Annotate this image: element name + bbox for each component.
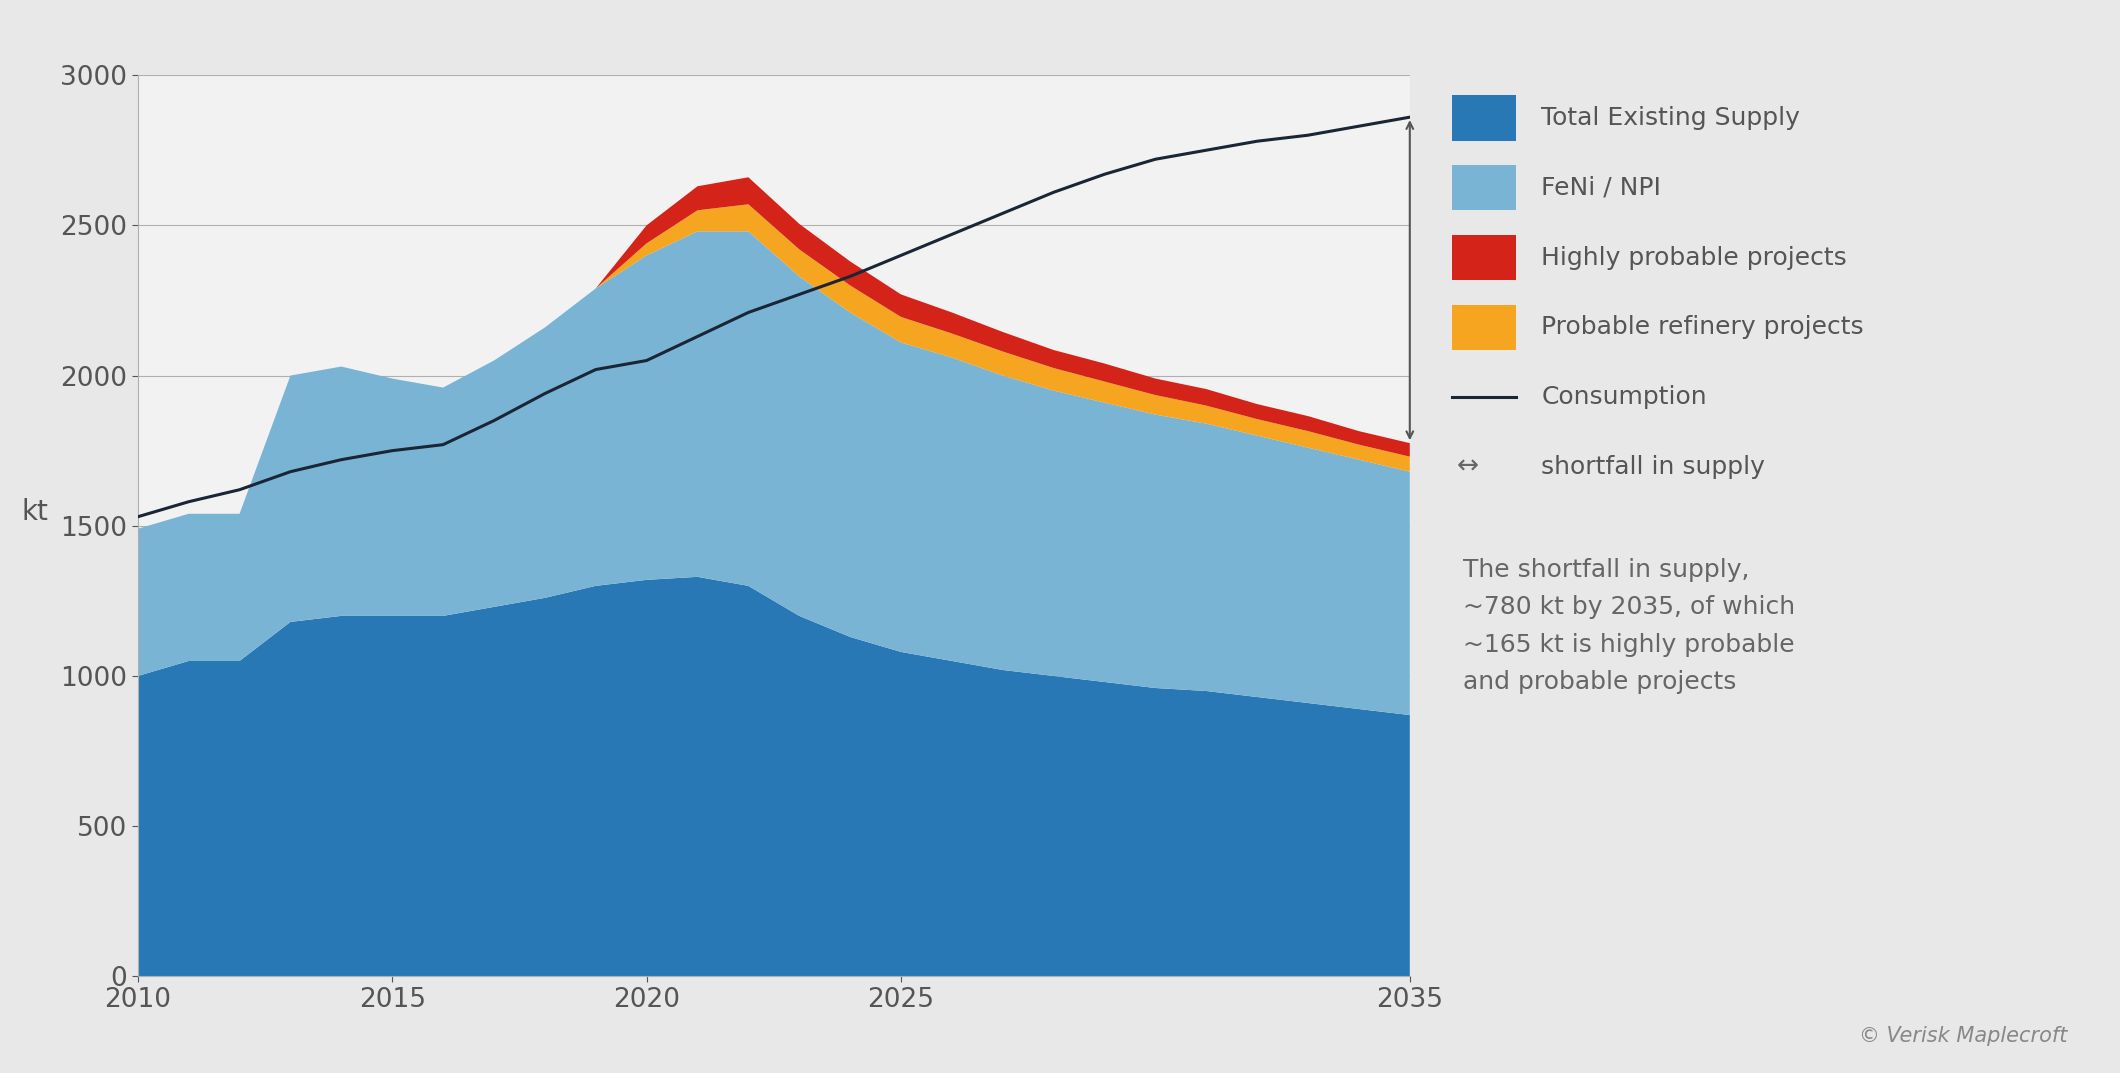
- Text: © Verisk Maplecroft: © Verisk Maplecroft: [1859, 1026, 2067, 1046]
- Text: FeNi / NPI: FeNi / NPI: [1541, 176, 1662, 200]
- Y-axis label: kt: kt: [21, 498, 49, 526]
- Text: The shortfall in supply,
~780 kt by 2035, of which
~165 kt is highly probable
an: The shortfall in supply, ~780 kt by 2035…: [1463, 558, 1796, 694]
- Text: Consumption: Consumption: [1541, 385, 1707, 409]
- Text: Probable refinery projects: Probable refinery projects: [1541, 315, 1863, 339]
- Text: Total Existing Supply: Total Existing Supply: [1541, 106, 1800, 130]
- Text: ↔: ↔: [1456, 454, 1478, 480]
- Text: Highly probable projects: Highly probable projects: [1541, 246, 1847, 269]
- Text: shortfall in supply: shortfall in supply: [1541, 455, 1766, 479]
